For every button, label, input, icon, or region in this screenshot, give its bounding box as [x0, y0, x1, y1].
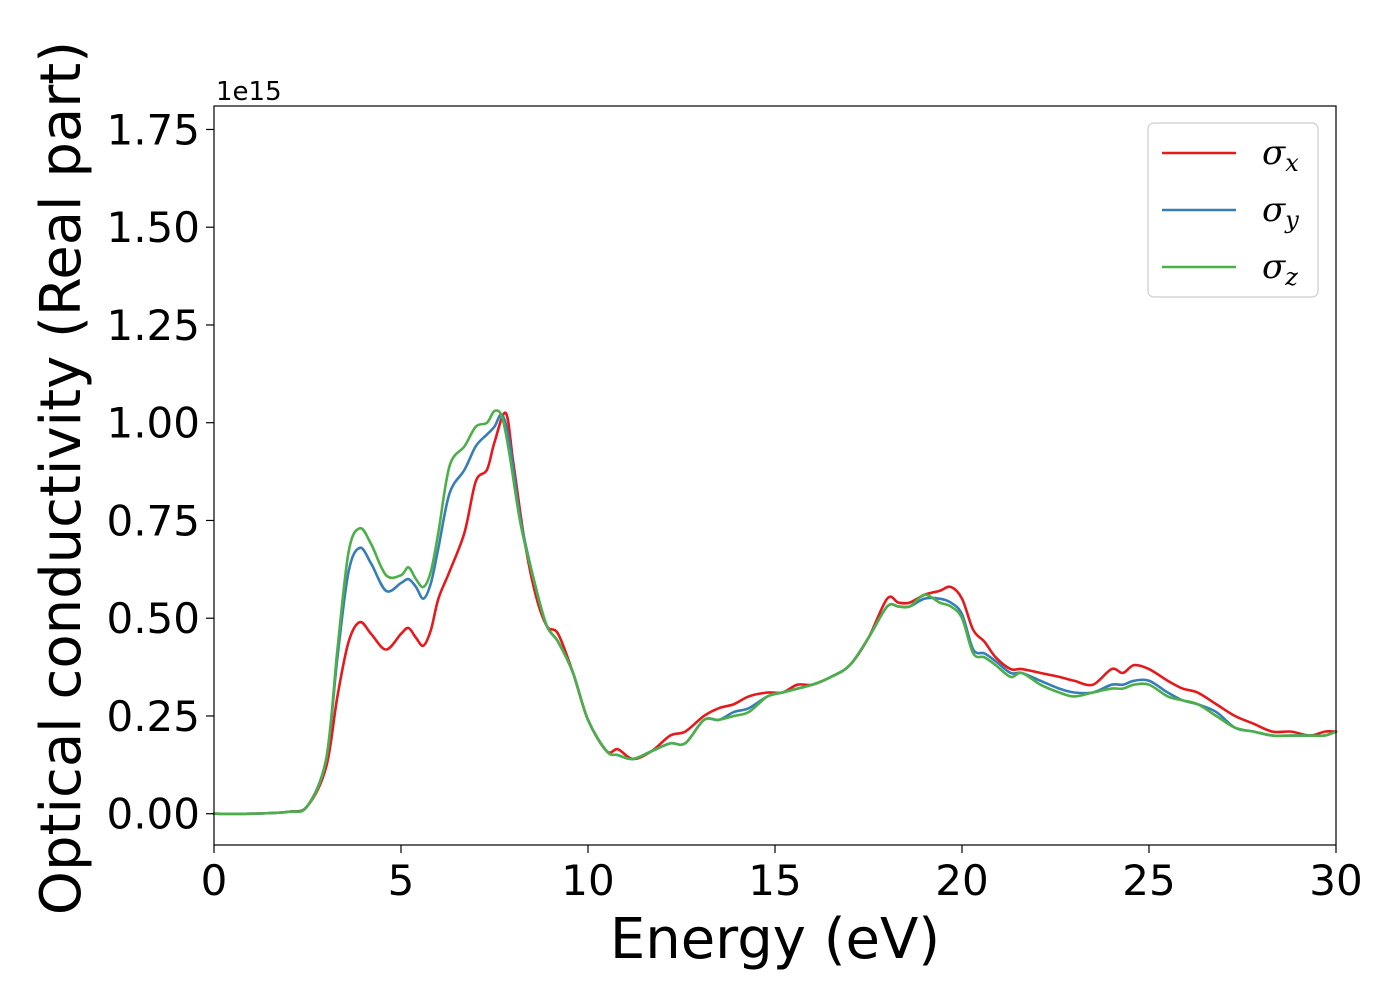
- x-tick-label: 10: [561, 856, 614, 905]
- legend-label-y: σy: [1262, 190, 1299, 234]
- y-tick-label: 0.50: [106, 594, 200, 643]
- y-tick-label: 0.25: [106, 692, 200, 741]
- x-tick-label: 30: [1309, 856, 1362, 905]
- y-tick-label: 0.75: [106, 496, 200, 545]
- y-tick-label: 1.75: [106, 105, 200, 154]
- x-tick-label: 20: [935, 856, 988, 905]
- y-tick-label: 0.00: [106, 790, 200, 839]
- y-tick-label: 1.50: [106, 203, 200, 252]
- y-axis-ticks: 0.00 0.25 0.50 0.75 1.00 1.25 1.50 1.75: [106, 105, 214, 839]
- x-tick-label: 5: [388, 856, 415, 905]
- x-tick-label: 0: [201, 856, 228, 905]
- x-tick-label: 25: [1122, 856, 1175, 905]
- series-line-y: [212, 413, 1338, 816]
- y-offset-text: 1e15: [216, 77, 282, 107]
- series-line-x: [212, 411, 1338, 816]
- series-layer: [212, 409, 1338, 816]
- x-tick-label: 15: [748, 856, 801, 905]
- x-axis-title: Energy (eV): [610, 907, 940, 972]
- series-line-z: [212, 409, 1338, 816]
- y-tick-label: 1.00: [106, 399, 200, 448]
- y-axis-title: Optical conductivity (Real part): [29, 41, 94, 915]
- y-tick-label: 1.25: [106, 301, 200, 350]
- x-axis-ticks: 0 5 10 15 20 25 30: [201, 845, 1363, 905]
